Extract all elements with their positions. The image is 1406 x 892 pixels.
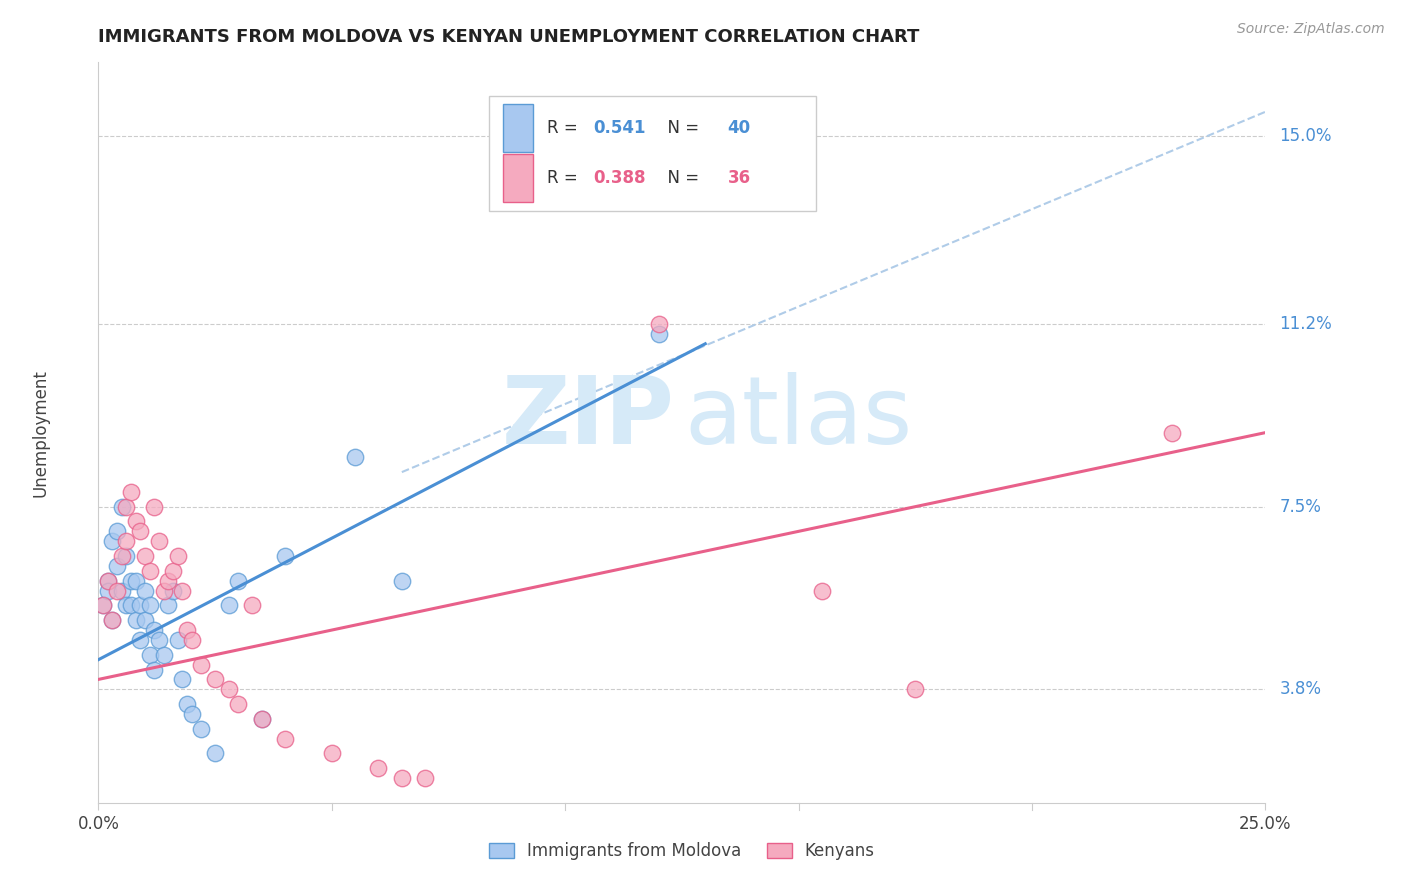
Point [367, 761, 389, 775]
Point [172, 673, 194, 687]
Point [97, 583, 120, 598]
Point [321, 747, 343, 761]
Point [162, 583, 184, 598]
Point [647, 326, 669, 341]
Point [111, 549, 134, 563]
Point [125, 613, 148, 627]
Point [91, 599, 114, 613]
Point [152, 648, 174, 662]
Point [162, 564, 184, 578]
Text: R =: R = [547, 119, 582, 136]
Point [152, 583, 174, 598]
Point [344, 450, 367, 465]
Point [143, 500, 166, 514]
Point [172, 583, 194, 598]
Point [180, 632, 202, 647]
Point [274, 549, 297, 563]
Legend: Immigrants from Moldova, Kenyans: Immigrants from Moldova, Kenyans [481, 834, 883, 869]
Point [143, 663, 166, 677]
Point [111, 583, 134, 598]
Point [228, 697, 250, 711]
Point [166, 632, 188, 647]
Point [101, 613, 124, 627]
Point [139, 648, 162, 662]
Point [134, 583, 156, 598]
Point [148, 632, 170, 647]
Point [204, 747, 226, 761]
Point [190, 722, 212, 736]
Point [218, 682, 240, 697]
Text: 40: 40 [727, 119, 751, 136]
Text: N =: N = [658, 169, 704, 187]
Point [176, 623, 198, 637]
Text: Source: ZipAtlas.com: Source: ZipAtlas.com [1237, 22, 1385, 37]
Point [129, 524, 152, 539]
Point [105, 558, 128, 573]
Text: R =: R = [547, 169, 582, 187]
Point [1161, 425, 1184, 440]
Point [811, 583, 834, 598]
Text: 36: 36 [727, 169, 751, 187]
Point [120, 484, 142, 499]
Text: Unemployment: Unemployment [31, 368, 49, 497]
Point [91, 599, 114, 613]
Bar [503, 103, 533, 152]
Point [157, 574, 180, 588]
Point [129, 632, 152, 647]
Text: N =: N = [658, 119, 704, 136]
Point [166, 549, 188, 563]
Point [97, 574, 120, 588]
Point [115, 549, 138, 563]
Point [250, 712, 273, 726]
Text: 0.541: 0.541 [593, 119, 645, 136]
Point [904, 682, 927, 697]
Point [134, 613, 156, 627]
Text: ZIP: ZIP [502, 372, 675, 464]
Point [101, 613, 124, 627]
Point [391, 771, 413, 785]
Point [115, 534, 138, 549]
Text: IMMIGRANTS FROM MOLDOVA VS KENYAN UNEMPLOYMENT CORRELATION CHART: IMMIGRANTS FROM MOLDOVA VS KENYAN UNEMPL… [98, 28, 920, 45]
Point [204, 673, 226, 687]
Text: 7.5%: 7.5% [1279, 498, 1322, 516]
Point [120, 574, 142, 588]
Point [143, 623, 166, 637]
Point [190, 657, 212, 672]
Point [115, 500, 138, 514]
Point [157, 599, 180, 613]
Point [139, 599, 162, 613]
Point [176, 697, 198, 711]
Point [129, 599, 152, 613]
Point [391, 574, 413, 588]
Point [413, 771, 436, 785]
Point [105, 583, 128, 598]
Point [180, 706, 202, 721]
Text: 0.388: 0.388 [593, 169, 645, 187]
Point [647, 317, 669, 331]
Point [139, 564, 162, 578]
Point [115, 599, 138, 613]
Text: 11.2%: 11.2% [1279, 315, 1331, 333]
Point [105, 524, 128, 539]
Point [101, 534, 124, 549]
Point [125, 515, 148, 529]
Text: 3.8%: 3.8% [1279, 681, 1322, 698]
Text: 15.0%: 15.0% [1279, 128, 1331, 145]
Bar [503, 154, 533, 202]
Point [218, 599, 240, 613]
Point [274, 731, 297, 746]
Point [134, 549, 156, 563]
Point [97, 574, 120, 588]
Point [228, 574, 250, 588]
Point [120, 599, 142, 613]
Point [148, 534, 170, 549]
Point [242, 599, 264, 613]
Point [125, 574, 148, 588]
Text: atlas: atlas [685, 372, 912, 464]
Point [250, 712, 273, 726]
Point [111, 500, 134, 514]
